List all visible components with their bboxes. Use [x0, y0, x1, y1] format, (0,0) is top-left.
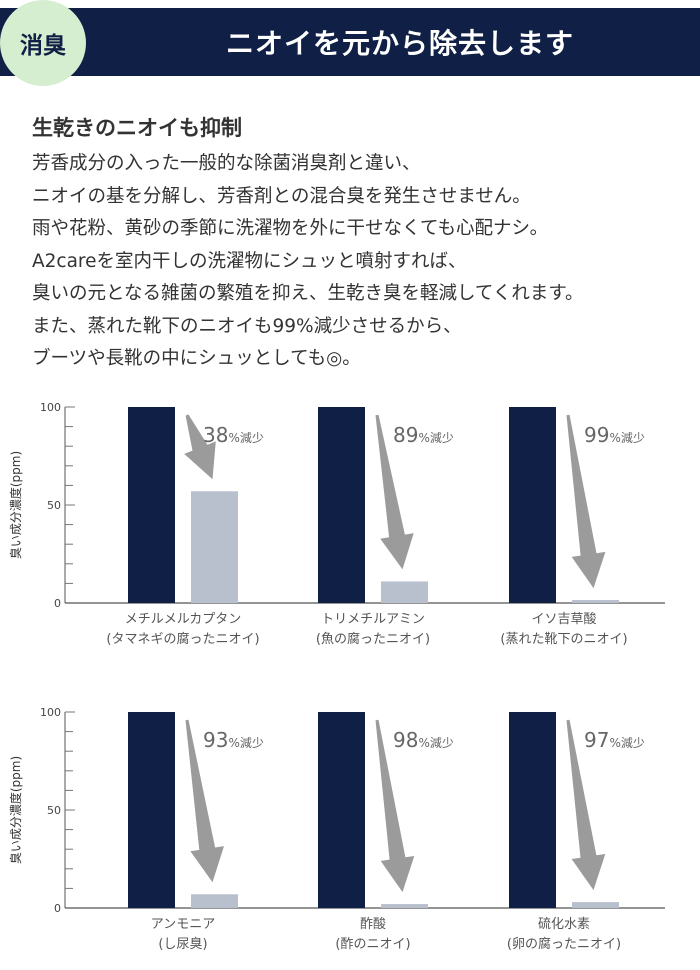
reduction-unit: %減少 — [609, 735, 644, 750]
reduction-arrow — [185, 719, 224, 883]
description-line: ブーツや長靴の中にシュッとしても◎。 — [32, 348, 361, 369]
reduction-label: 99%減少 — [584, 423, 645, 447]
y-tick-label: 50 — [47, 499, 61, 512]
y-axis-label: 臭い成分濃度(ppm) — [8, 756, 23, 864]
bar-after — [381, 904, 428, 908]
reduction-label: 93%減少 — [203, 728, 264, 752]
category-note: (酢のニオイ) — [335, 937, 410, 952]
category-label: 硫化水素 — [538, 917, 590, 932]
category-note: (卵の腐ったニオイ) — [507, 937, 621, 952]
odor-chart-2: 臭い成分濃度(ppm)05010093%減少アンモニア(し尿臭)98%減少酢酸(… — [8, 706, 665, 952]
description-line: 臭いの元となる雑菌の繁殖を抑え、生乾き臭を軽減してくれます。 — [32, 283, 584, 304]
reduction-arrow — [375, 414, 414, 570]
y-tick-label: 0 — [54, 597, 61, 610]
bar-before — [128, 407, 175, 603]
reduction-arrow — [184, 414, 216, 480]
bar-before — [318, 712, 365, 908]
category-label: 酢酸 — [360, 917, 386, 932]
bar-before — [509, 407, 556, 603]
odor-chart-1: 臭い成分濃度(ppm)05010038%減少メチルメルカプタン(タマネギの腐った… — [8, 401, 665, 647]
reduction-unit: %減少 — [609, 430, 644, 445]
reduction-label: 89%減少 — [393, 423, 454, 447]
reduction-label: 38%減少 — [203, 423, 264, 447]
y-tick-label: 50 — [47, 804, 61, 817]
category-label: アンモニア — [151, 917, 215, 932]
bar-before — [318, 407, 365, 603]
bar-after — [572, 902, 619, 908]
category-note: (蒸れた靴下のニオイ) — [500, 632, 627, 647]
bar-after — [572, 600, 619, 603]
reduction-value: 89 — [393, 423, 418, 447]
bar-before — [509, 712, 556, 908]
y-axis-label: 臭い成分濃度(ppm) — [8, 451, 23, 559]
reduction-unit: %減少 — [418, 430, 453, 445]
reduction-label: 97%減少 — [584, 728, 645, 752]
reduction-arrow — [375, 719, 415, 893]
category-label: イソ吉草酸 — [531, 612, 596, 627]
y-tick-label: 0 — [54, 902, 61, 915]
reduction-arrow — [566, 719, 606, 891]
description-line: A2careを室内干しの洗濯物にシュッと噴射すれば、 — [32, 250, 467, 272]
section-heading: 生乾きのニオイも抑制 — [32, 116, 242, 140]
reduction-value: 98 — [393, 728, 418, 752]
description-line: また、蒸れた靴下のニオイも99%減少させるから、 — [32, 315, 462, 337]
reduction-unit: %減少 — [228, 735, 263, 750]
reduction-value: 99 — [584, 423, 609, 447]
description-line: 雨や花粉、黄砂の季節に洗濯物を外に干せなくても心配ナシ。 — [32, 218, 549, 239]
y-tick-label: 100 — [40, 401, 61, 414]
reduction-label: 98%減少 — [393, 728, 454, 752]
reduction-unit: %減少 — [228, 430, 263, 445]
category-note: (し尿臭) — [158, 937, 207, 952]
category-note: (タマネギの腐ったニオイ) — [106, 632, 259, 647]
category-label: メチルメルカプタン — [125, 612, 242, 627]
y-tick-label: 100 — [40, 706, 61, 719]
reduction-unit: %減少 — [418, 735, 453, 750]
reduction-value: 93 — [203, 728, 228, 752]
category-badge: 消臭 — [0, 0, 86, 86]
description-line: 芳香成分の入った一般的な除菌消臭剤と違い、 — [32, 153, 421, 174]
bar-after — [191, 491, 238, 603]
reduction-value: 97 — [584, 728, 609, 752]
bar-after — [381, 581, 428, 603]
reduction-arrow — [566, 414, 606, 589]
bar-before — [128, 712, 175, 908]
category-label: トリメチルアミン — [321, 612, 425, 627]
category-note: (魚の腐ったニオイ) — [316, 632, 430, 647]
description-text: 芳香成分の入った一般的な除菌消臭剤と違い、 ニオイの基を分解し、芳香剤との混合臭… — [32, 148, 692, 376]
page-title: ニオイを元から除去します — [225, 27, 574, 60]
description-line: ニオイの基を分解し、芳香剤との混合臭を発生させません。 — [32, 185, 531, 207]
header-bar — [0, 8, 700, 76]
bar-after — [191, 894, 238, 908]
reduction-value: 38 — [203, 423, 228, 447]
